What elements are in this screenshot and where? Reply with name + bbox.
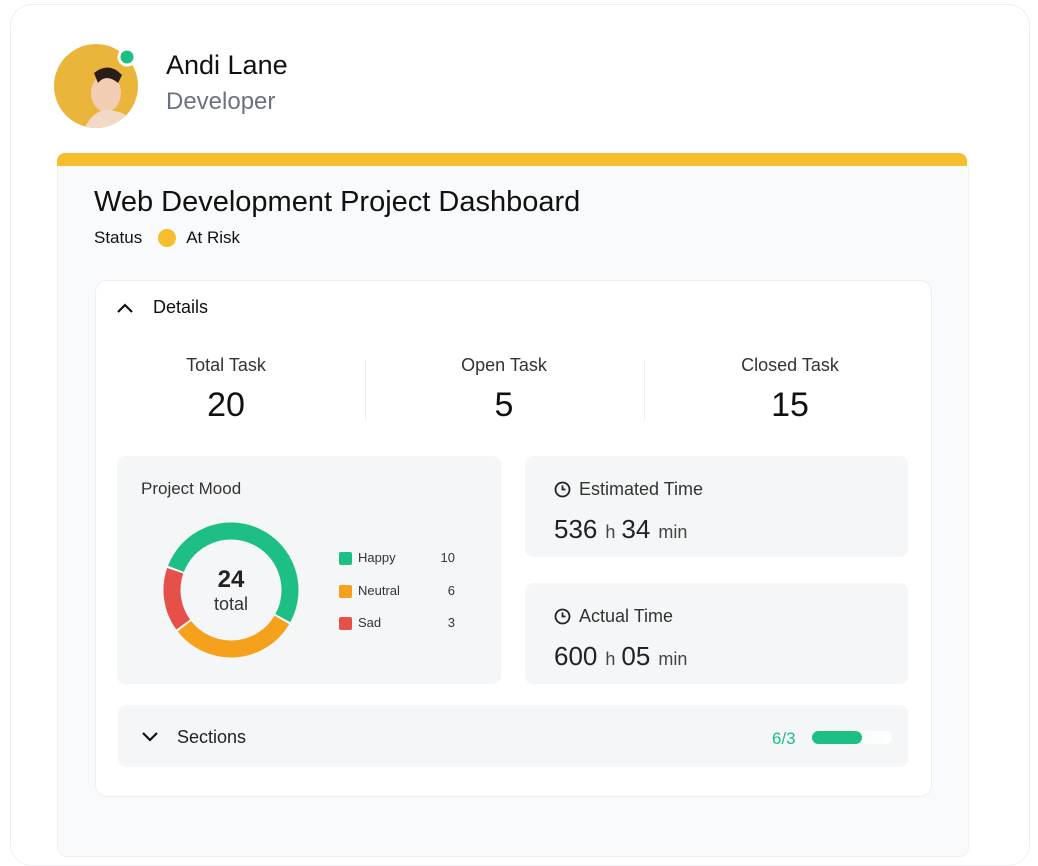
chevron-down [142,732,158,742]
sections-toggle[interactable] [118,705,908,767]
time-minutes: 05 [621,641,651,671]
user-name: Andi Lane [166,50,288,80]
stat-value: 20 [207,386,245,424]
sections-progress: 6/3 [772,729,796,748]
legend-name: Neutral [358,582,400,598]
progress-fill [812,731,862,744]
mood-title: Project Mood [141,479,242,498]
avatar [54,44,138,128]
time-hours: 536 [554,514,598,544]
stat-value: 5 [494,386,514,424]
mood-total: 24 [217,566,245,593]
details-toggle[interactable]: Details [115,297,208,318]
time-label: Estimated Time [554,479,703,500]
time-minutes: 34 [621,514,651,544]
legend-value: 3 [447,615,455,630]
donut-center: 24 total [181,566,281,615]
stat-label: Total Task [186,355,266,375]
stat: Open Task 5 [369,355,639,425]
legend-swatch [339,584,352,598]
legend-name: Sad [358,615,382,630]
clock-icon [554,481,571,498]
donut-segment [167,522,299,623]
chevron-up [117,302,133,313]
sections-title: Sections [177,727,247,747]
stat-label: Open Task [461,355,547,375]
details-title: Details [153,297,209,317]
stat: Closed Task 15 [655,355,925,425]
dashboard-title: Web Development Project Dashboard [94,186,581,218]
time-label: Actual Time [554,606,673,627]
time-hours-unit: h [605,522,616,542]
donut-segment [177,615,290,658]
user-role: Developer [166,88,276,115]
mood-total-label: total [213,594,249,614]
stat-label: Closed Task [741,355,839,375]
legend-name: Happy [358,550,396,565]
time-hours-unit: h [605,649,616,669]
status-bar [57,153,967,166]
time-box [525,583,908,684]
status-label: Status [94,228,143,247]
time-box [525,456,908,557]
page: Andi Lane Developer Web Development Proj… [10,4,1030,866]
clock-icon [554,608,571,625]
legend-value: 10 [440,550,455,565]
legend-swatch [339,617,352,630]
time-minutes-unit: min [658,649,688,669]
time-value: 600 h 05 min [554,641,693,672]
donut-segment [163,568,191,630]
status-dot [158,229,177,247]
time-label-text: Estimated Time [579,479,704,499]
separator [644,360,645,420]
legend-swatch [339,552,352,565]
time-hours: 600 [554,641,598,671]
time-minutes-unit: min [658,522,688,542]
donut [163,522,299,658]
time-label-text: Actual Time [579,606,674,626]
legend-value: 6 [447,582,455,598]
time-value: 536 h 34 min [554,514,693,545]
separator [365,360,366,420]
stat: Total Task 20 [91,355,361,425]
status-row: Status At Risk [94,228,240,248]
stat-value: 15 [771,386,809,424]
status-value: At Risk [186,228,241,247]
